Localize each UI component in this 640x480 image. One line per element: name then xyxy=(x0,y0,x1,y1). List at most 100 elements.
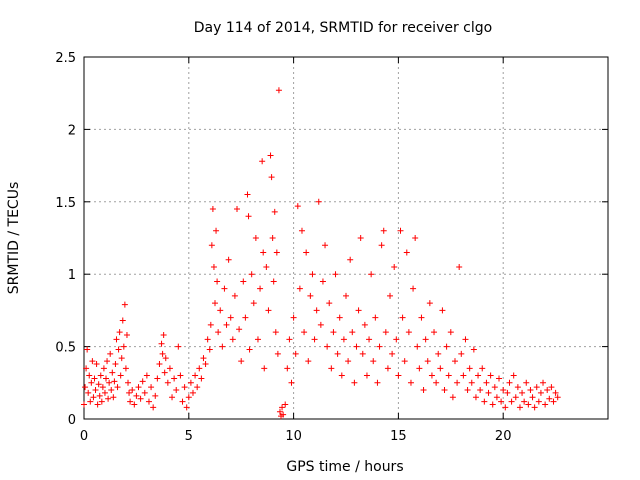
data-point xyxy=(418,314,425,321)
data-point xyxy=(148,384,155,391)
data-point xyxy=(238,358,245,365)
data-point xyxy=(351,379,358,386)
data-point xyxy=(150,404,157,411)
data-point xyxy=(214,278,221,285)
data-point xyxy=(208,242,215,249)
data-point xyxy=(96,392,103,399)
data-point xyxy=(380,227,387,234)
data-point xyxy=(334,350,341,357)
data-point xyxy=(479,365,486,372)
data-point xyxy=(123,332,130,339)
data-point xyxy=(100,365,107,372)
data-point xyxy=(475,372,482,379)
data-point xyxy=(368,271,375,278)
data-point xyxy=(267,152,274,159)
data-point xyxy=(259,158,266,165)
data-point xyxy=(401,358,408,365)
data-point xyxy=(98,398,105,405)
data-point xyxy=(416,365,423,372)
data-point xyxy=(207,321,214,328)
data-point xyxy=(119,317,126,324)
data-point xyxy=(548,384,555,391)
data-point xyxy=(449,394,456,401)
data-point xyxy=(202,360,209,367)
x-axis-label: GPS time / hours xyxy=(286,459,403,475)
data-point xyxy=(97,372,104,379)
data-point xyxy=(397,227,404,234)
data-point xyxy=(108,387,115,394)
data-point xyxy=(357,235,364,241)
data-point xyxy=(454,379,461,386)
data-point xyxy=(87,398,94,405)
data-point xyxy=(227,314,234,321)
data-point xyxy=(355,307,362,314)
data-point xyxy=(387,292,394,299)
data-point xyxy=(133,392,140,399)
data-point xyxy=(244,191,251,198)
data-point xyxy=(542,401,549,408)
data-point xyxy=(158,340,165,347)
data-point xyxy=(212,300,218,307)
data-point xyxy=(106,379,113,386)
y-tick-label: 2.5 xyxy=(55,51,76,66)
data-point xyxy=(340,336,347,343)
data-point xyxy=(183,404,190,411)
data-point xyxy=(250,300,257,307)
data-point xyxy=(431,329,438,336)
data-point xyxy=(125,379,132,386)
data-point xyxy=(433,379,440,386)
data-point xyxy=(173,387,180,394)
data-point xyxy=(221,285,228,292)
data-point xyxy=(370,358,377,365)
data-point xyxy=(177,372,184,379)
data-point xyxy=(231,292,238,299)
data-point xyxy=(347,256,354,263)
data-point xyxy=(236,326,243,333)
data-point xyxy=(424,358,431,365)
data-point xyxy=(504,389,511,396)
data-point xyxy=(85,389,92,396)
data-point xyxy=(305,358,312,365)
data-point xyxy=(500,387,507,394)
data-point xyxy=(510,372,517,379)
data-point xyxy=(552,389,559,396)
data-point xyxy=(428,372,435,379)
data-point xyxy=(426,300,433,307)
data-point xyxy=(137,395,144,402)
data-point xyxy=(219,343,226,350)
data-point xyxy=(265,307,272,314)
data-point xyxy=(122,365,129,372)
data-point xyxy=(206,346,213,353)
data-point xyxy=(187,379,194,386)
data-point xyxy=(498,398,505,405)
data-point xyxy=(288,379,295,386)
data-point xyxy=(374,379,381,386)
data-point xyxy=(445,372,452,379)
data-point xyxy=(185,394,192,401)
data-point xyxy=(464,387,471,394)
data-point xyxy=(217,307,224,314)
data-point xyxy=(181,384,188,391)
plot-frame xyxy=(83,56,609,420)
data-point xyxy=(104,358,111,365)
data-point xyxy=(118,355,125,362)
data-point xyxy=(529,394,536,401)
data-point xyxy=(456,263,463,270)
data-point xyxy=(519,389,526,396)
data-point xyxy=(161,369,168,376)
data-point xyxy=(204,336,211,343)
data-point xyxy=(514,384,521,391)
y-tick-label: 0 xyxy=(68,413,76,428)
data-point xyxy=(460,372,467,379)
data-point xyxy=(508,398,515,405)
data-point xyxy=(414,343,421,350)
data-point xyxy=(275,87,282,94)
data-point xyxy=(284,365,291,372)
chart-title: Day 114 of 2014, SRMTID for receiver clg… xyxy=(194,20,492,36)
data-point xyxy=(116,329,123,336)
data-point xyxy=(309,271,316,278)
data-point xyxy=(412,235,419,241)
data-point xyxy=(279,404,286,411)
data-point xyxy=(384,365,391,372)
